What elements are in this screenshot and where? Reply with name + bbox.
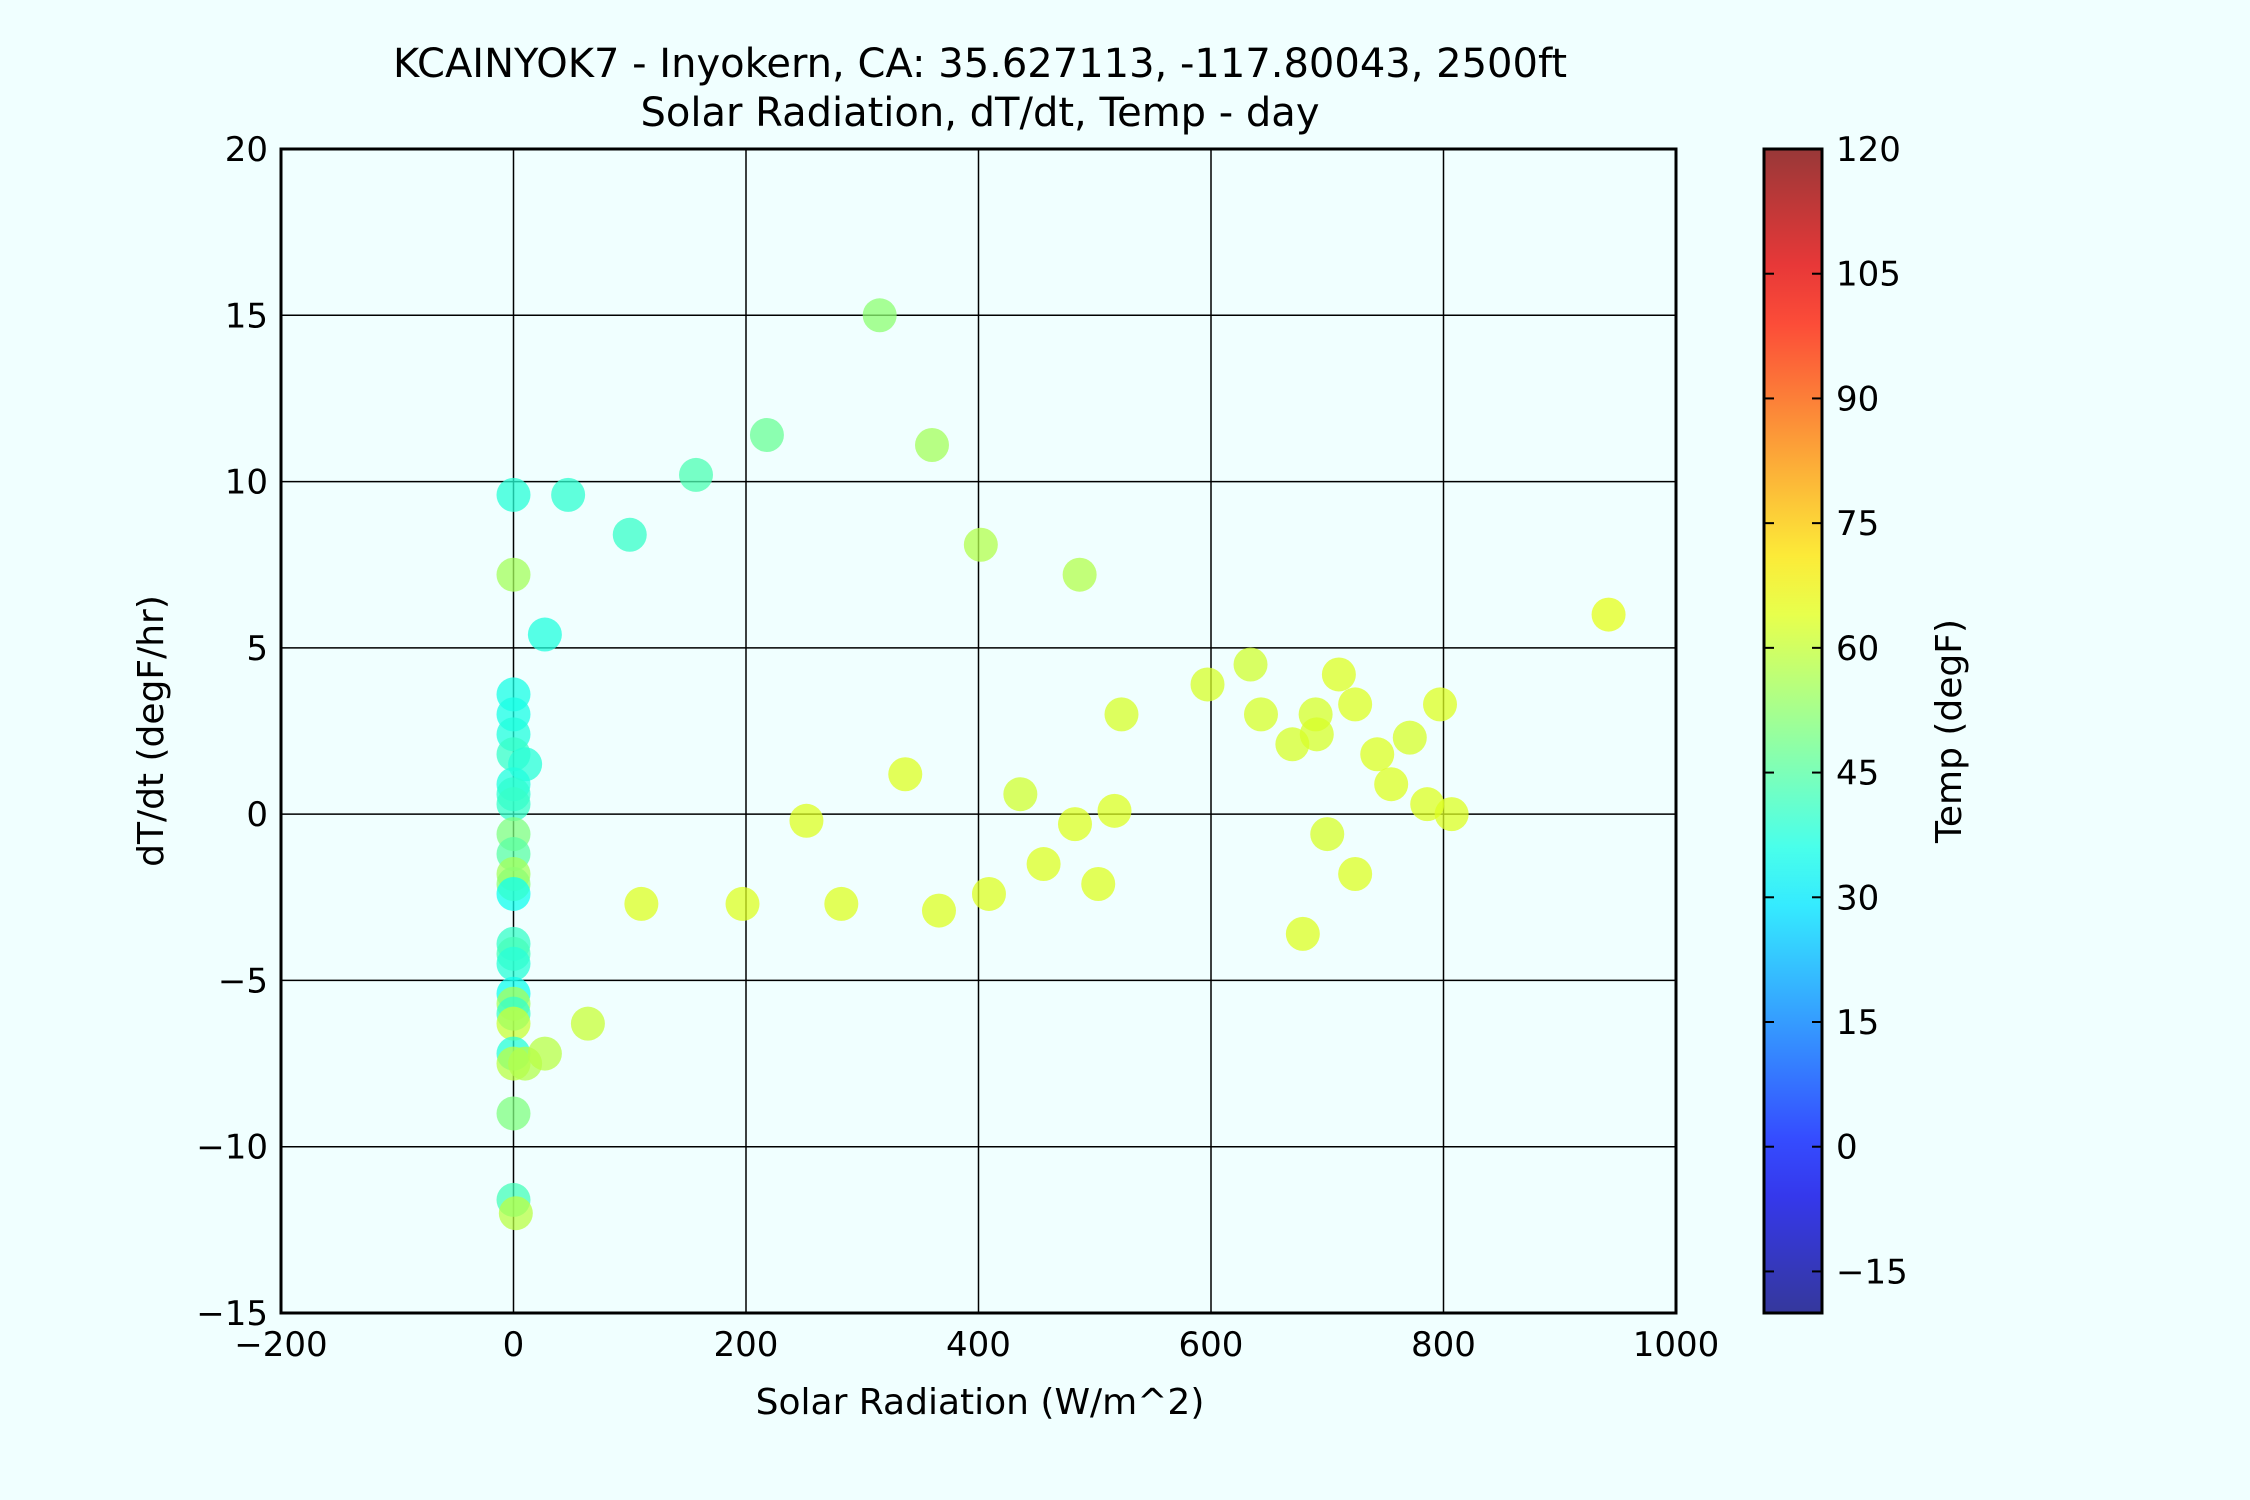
data-point	[498, 1196, 533, 1231]
data-point	[496, 1006, 531, 1041]
grid-lines	[280, 148, 1677, 1314]
data-point	[1591, 597, 1626, 632]
data-point	[1321, 657, 1356, 692]
colorbar-tick-label: 90	[1836, 379, 1879, 419]
data-point	[1374, 767, 1409, 802]
colorbar-tick-label: 75	[1836, 504, 1879, 544]
data-point	[915, 427, 949, 462]
colorbar-tick-label: 15	[1836, 1003, 1879, 1043]
data-point	[963, 527, 998, 562]
data-point	[1285, 916, 1320, 951]
y-axis-label: dT/dt (degF/hr)	[131, 595, 172, 867]
data-point	[1057, 807, 1092, 842]
y-axis-ticks: −15 −10 −5 0 5 10 15 20	[196, 130, 268, 1334]
y-tick-label: 10	[225, 463, 268, 503]
data-point	[921, 893, 956, 928]
chart-title-line-2: Solar Radiation, dT/dt, Temp - day	[641, 90, 1320, 136]
data-point	[971, 876, 1006, 911]
data-point	[1434, 797, 1469, 832]
data-point	[1299, 717, 1334, 752]
data-point	[624, 886, 659, 921]
y-tick-label: −15	[196, 1294, 268, 1334]
data-point	[496, 787, 531, 822]
x-tick-label: 800	[1411, 1325, 1476, 1365]
y-tick-label: −5	[218, 961, 268, 1001]
x-tick-label: 200	[714, 1325, 779, 1365]
x-axis-label: Solar Radiation (W/m^2)	[756, 1382, 1205, 1423]
data-point	[1243, 697, 1278, 732]
data-point	[496, 876, 531, 911]
data-point	[824, 886, 859, 921]
data-point	[1423, 687, 1458, 722]
x-tick-label: 0	[503, 1325, 525, 1365]
data-point	[888, 757, 923, 792]
data-point	[725, 886, 760, 921]
colorbar-tick-label: 120	[1836, 130, 1901, 170]
data-point	[570, 1006, 605, 1041]
colorbar-tick-label: 0	[1836, 1128, 1858, 1168]
data-point	[612, 517, 647, 552]
data-point	[749, 418, 784, 453]
data-point	[551, 477, 586, 512]
colorbar-tick-label: 105	[1836, 255, 1901, 295]
data-point	[789, 803, 824, 838]
plot-frame	[279, 147, 1678, 1315]
colorbar-ticks: −15 0 15 30 45 60 75 90 105 120	[1764, 130, 1908, 1292]
data-point	[1081, 866, 1116, 901]
chart-title-line-1: KCAINYOK7 - Inyokern, CA: 35.627113, -11…	[393, 41, 1567, 87]
colorbar-label: Temp (degF)	[1929, 619, 1970, 844]
data-point	[1104, 697, 1139, 732]
data-point	[1392, 720, 1427, 755]
y-tick-label: 20	[225, 130, 268, 170]
data-point	[1097, 793, 1132, 828]
data-point	[1338, 687, 1373, 722]
data-point	[1360, 737, 1395, 772]
colorbar-tick-label: 60	[1836, 629, 1879, 669]
data-point	[862, 298, 897, 333]
data-point	[496, 1096, 531, 1131]
data-point	[1338, 857, 1373, 892]
colorbar-tick-label: −15	[1836, 1252, 1908, 1292]
data-point	[1233, 647, 1268, 682]
data-point	[1062, 557, 1097, 592]
data-point	[1310, 817, 1345, 852]
data-point	[496, 477, 531, 512]
data-point	[1003, 777, 1038, 812]
data-point	[1190, 667, 1225, 702]
y-tick-label: 15	[225, 296, 268, 336]
x-tick-label: 400	[946, 1325, 1011, 1365]
data-point	[527, 617, 562, 652]
x-tick-label: 1000	[1633, 1325, 1720, 1365]
y-tick-label: 0	[246, 795, 268, 835]
colorbar	[1762, 147, 1824, 1315]
data-point	[496, 946, 531, 981]
x-tick-label: −200	[234, 1325, 327, 1365]
data-point	[1026, 847, 1061, 882]
x-tick-label: 600	[1179, 1325, 1244, 1365]
colorbar-tick-label: 30	[1836, 878, 1879, 918]
data-point	[527, 1036, 562, 1071]
colorbar-tick-label: 45	[1836, 754, 1879, 794]
data-point	[496, 557, 531, 592]
y-tick-label: −10	[196, 1128, 268, 1168]
data-points	[496, 298, 1626, 1231]
y-tick-label: 5	[246, 629, 268, 669]
data-point	[679, 457, 714, 492]
x-axis-ticks: −200 0 200 400 600 800 1000	[234, 1325, 1719, 1365]
